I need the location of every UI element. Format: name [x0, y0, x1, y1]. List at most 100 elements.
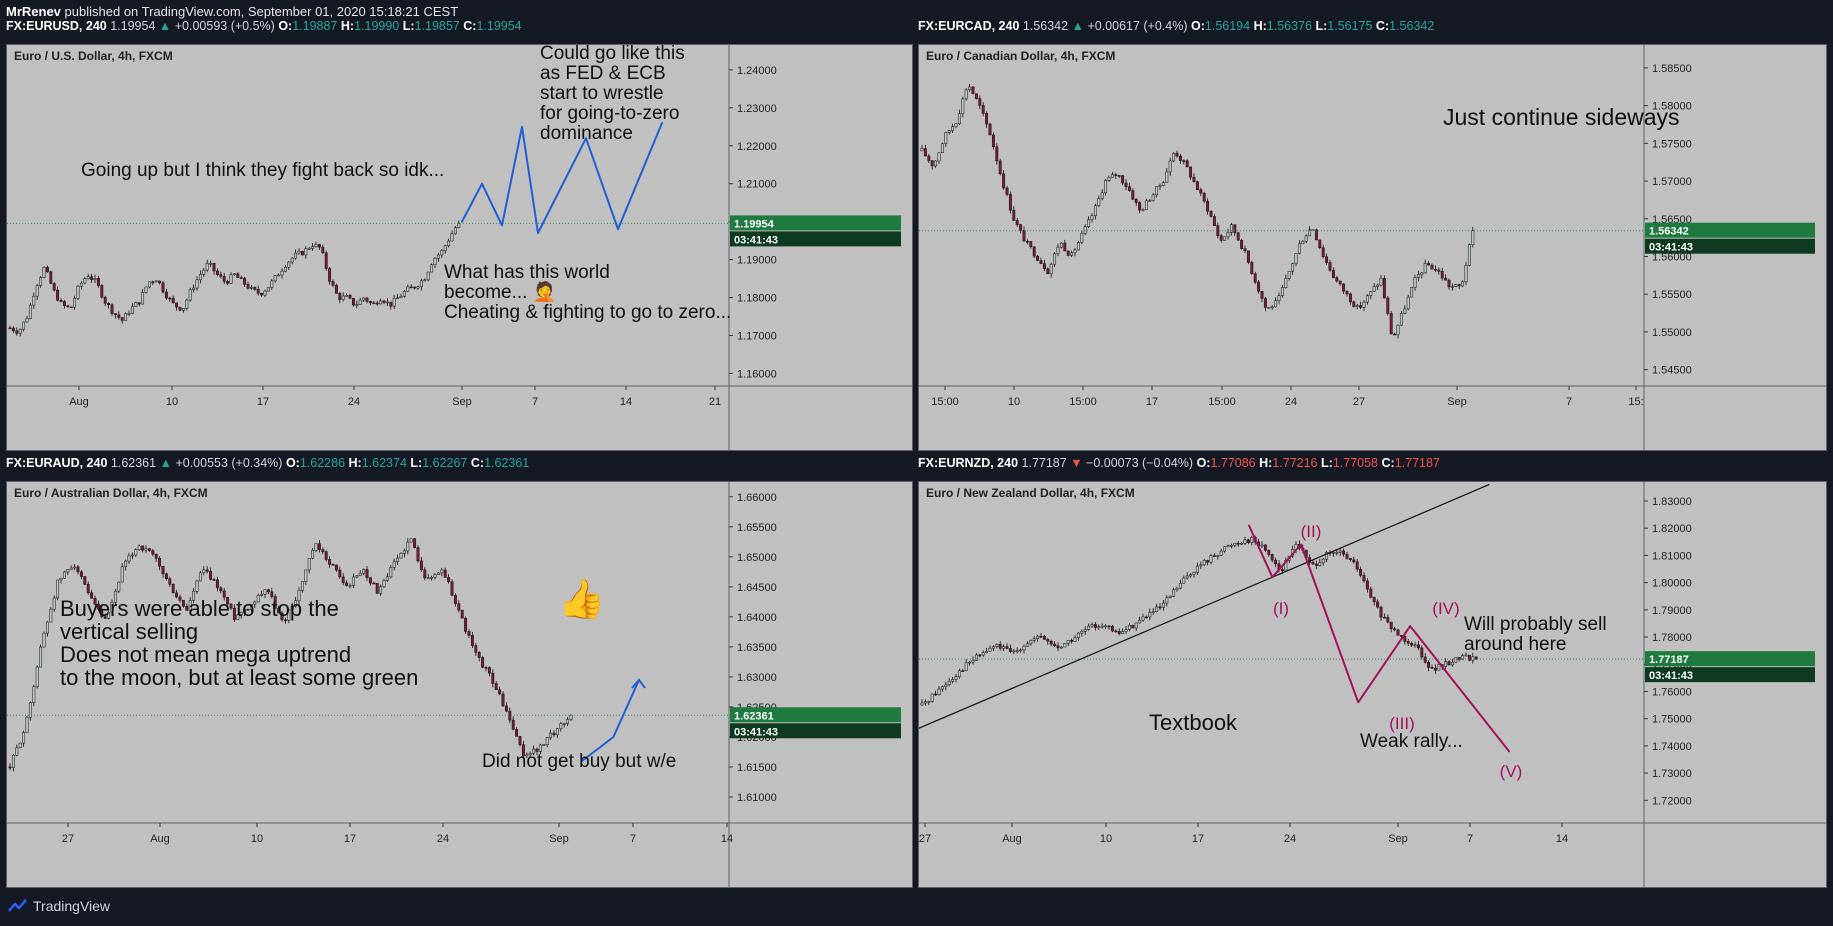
- candle-up: [358, 299, 362, 305]
- candle-down: [137, 302, 141, 305]
- candle-up: [1291, 263, 1295, 272]
- price-tick-label: 1.65000: [737, 552, 777, 564]
- candle-down: [1056, 645, 1060, 649]
- candle-up: [260, 594, 264, 596]
- candle-up: [73, 298, 77, 308]
- candle-up: [110, 602, 114, 613]
- candle-down: [334, 564, 338, 571]
- candle-up: [202, 269, 206, 275]
- candle-down: [215, 270, 219, 275]
- candle-up: [1233, 542, 1237, 546]
- time-tick-label: 10: [251, 833, 263, 845]
- candle-down: [457, 603, 461, 611]
- candle-up: [134, 302, 138, 307]
- candle-down: [511, 719, 515, 730]
- price-tick-label: 1.66000: [737, 492, 777, 504]
- candle-down: [1127, 186, 1131, 191]
- price-tick-label: 1.73000: [1652, 768, 1692, 780]
- candle-up: [113, 590, 117, 603]
- annotation-note: Will probably sell: [1464, 614, 1607, 635]
- candle-up: [1461, 281, 1465, 287]
- candle-up: [1161, 602, 1165, 608]
- candle-up: [971, 660, 975, 663]
- candle-down: [239, 277, 243, 279]
- candle-up: [1073, 637, 1077, 642]
- tradingview-brand[interactable]: TradingView: [33, 898, 111, 914]
- candle-down: [107, 303, 111, 305]
- symbol-name[interactable]: FX:EURUSD, 240: [6, 19, 107, 33]
- candle-up: [1141, 616, 1145, 621]
- trendline: [919, 484, 1490, 729]
- price-change: +0.00593 (+0.5%): [174, 19, 275, 33]
- candle-up: [1155, 186, 1159, 196]
- high-value: 1.19990: [354, 19, 400, 33]
- candle-down: [1066, 250, 1070, 256]
- time-tick-label: Aug: [1002, 833, 1022, 845]
- candle-up: [1308, 229, 1312, 237]
- candle-down: [1257, 281, 1261, 292]
- chart-panel-euraud[interactable]: 1.66000 1.65500 1.65000 1.64500 1.64000 1.635…: [6, 481, 913, 888]
- candle-down: [1046, 639, 1050, 642]
- candle-down: [1192, 176, 1196, 182]
- annotation-note: vertical selling: [60, 619, 198, 644]
- chart-panel-eurusd[interactable]: 1.240001.230001.220001.210001.200001.190…: [6, 44, 913, 451]
- direction-up-icon: ▲: [1071, 19, 1084, 33]
- candle-up: [440, 250, 444, 256]
- author-name[interactable]: MrRenev: [6, 4, 61, 19]
- candle-down: [246, 284, 250, 289]
- chart-eurcad[interactable]: 1.585001.580001.575001.570001.565001.560…: [919, 45, 1826, 450]
- symbol-name[interactable]: FX:EURNZD, 240: [918, 456, 1019, 470]
- chart-euraud[interactable]: 1.66000 1.65500 1.65000 1.64500 1.64000 1.635…: [7, 482, 912, 887]
- candle-down: [1396, 629, 1400, 636]
- time-tick-label: 17: [1146, 396, 1158, 408]
- candle-up: [406, 286, 410, 292]
- chart-eurnzd[interactable]: 1.83000 1.82000 1.81000 1.80000 1.79000 1.780…: [919, 482, 1826, 887]
- candle-down: [351, 297, 355, 306]
- time-tick-label: 15:: [1628, 396, 1643, 408]
- candle-up: [1036, 635, 1040, 639]
- candle-up: [402, 550, 406, 554]
- candle-up: [311, 550, 315, 559]
- price-tick-label: 1.61500: [737, 762, 777, 774]
- candle-down: [141, 545, 145, 551]
- candle-up: [937, 152, 941, 162]
- candle-down: [96, 603, 100, 610]
- candle-up: [1073, 249, 1077, 254]
- candle-up: [355, 575, 359, 578]
- candle-up: [940, 143, 944, 153]
- candle-up: [396, 297, 400, 300]
- time-tick-label: 14: [1556, 833, 1568, 845]
- candle-up: [430, 577, 434, 579]
- candle-down: [246, 609, 250, 611]
- chart-eurusd[interactable]: 1.240001.230001.220001.210001.200001.190…: [7, 45, 912, 450]
- symbol-name[interactable]: FX:EURCAD, 240: [918, 19, 1020, 33]
- candle-up: [927, 701, 931, 703]
- candle-down: [1246, 539, 1250, 543]
- candle-down: [995, 146, 999, 162]
- candle-up: [362, 569, 366, 574]
- candle-up: [290, 257, 294, 263]
- candle-down: [927, 155, 931, 161]
- candle-down: [1012, 209, 1016, 221]
- candle-up: [1274, 300, 1278, 308]
- candle-down: [209, 571, 213, 580]
- candle-up: [117, 581, 121, 592]
- candle-up: [181, 308, 185, 311]
- candle-up: [379, 586, 383, 594]
- tradingview-cloud-icon[interactable]: [6, 899, 28, 913]
- chart-panel-eurnzd[interactable]: 1.83000 1.82000 1.81000 1.80000 1.79000 1.780…: [918, 481, 1827, 888]
- candle-down: [382, 300, 386, 303]
- time-tick-label: 27: [62, 833, 74, 845]
- open-value: 1.62286: [299, 456, 346, 470]
- chart-panel-eurcad[interactable]: 1.58500 1.58000 1.57500 1.57000 1.56500 1.560…: [918, 44, 1827, 451]
- candle-up: [249, 287, 253, 289]
- high-value: 1.56376: [1266, 19, 1312, 33]
- candle-down: [45, 267, 49, 273]
- time-tick-label: 7: [1467, 833, 1473, 845]
- candle-down: [477, 652, 481, 658]
- symbol-name[interactable]: FX:EURAUD, 240: [6, 456, 108, 470]
- projection-drawing: [581, 678, 640, 762]
- candle-up: [280, 270, 284, 276]
- candle-down: [1070, 640, 1074, 642]
- candle-up: [32, 686, 36, 703]
